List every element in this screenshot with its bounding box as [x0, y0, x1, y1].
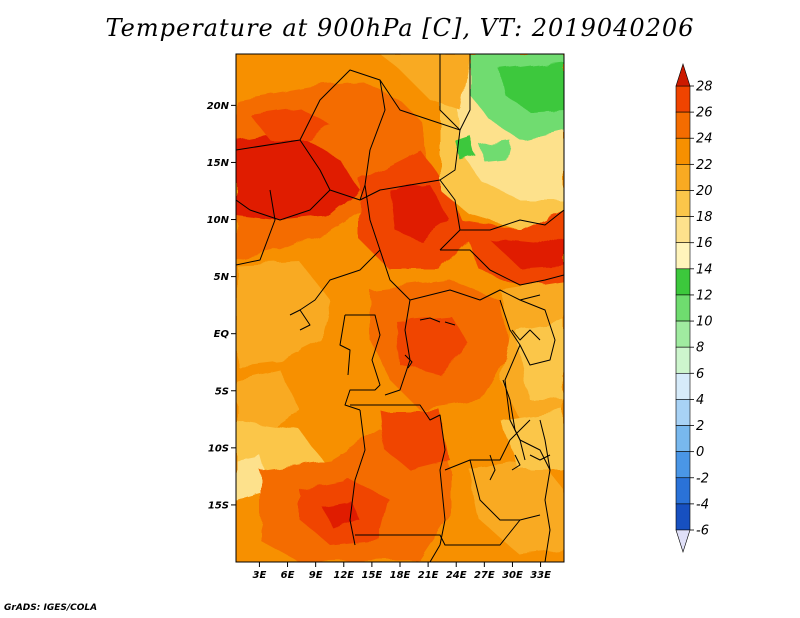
colorbar-label: 4 — [696, 393, 704, 408]
lon-label: 12E — [333, 570, 354, 581]
colorbar-segment — [675, 190, 691, 217]
lat-label: 10N — [207, 215, 230, 226]
colorbar-label: -6 — [696, 524, 709, 539]
colorbar-label: 10 — [696, 315, 713, 330]
lat-label: EQ — [214, 329, 230, 340]
chart-title: Temperature at 900hPa [C], VT: 201904020… — [105, 14, 695, 42]
colorbar-segment — [675, 477, 691, 505]
colorbar-segment — [675, 111, 691, 139]
colorbar-segment — [675, 451, 691, 479]
lon-label: 30E — [502, 570, 523, 581]
lat-label: 15S — [208, 500, 229, 511]
country-borders — [236, 54, 564, 562]
colorbar-segment — [675, 164, 691, 191]
colorbar-segment — [675, 320, 691, 348]
colorbar-label: 22 — [696, 158, 713, 173]
colorbar-label: 26 — [696, 106, 713, 121]
colorbar-label: -4 — [696, 497, 709, 512]
colorbar-under-triangle — [675, 529, 691, 553]
colorbar-segment — [675, 242, 691, 270]
lon-label: 27E — [474, 570, 495, 581]
temperature-field — [236, 54, 564, 562]
lon-label: 24E — [446, 570, 467, 581]
colorbar-segment — [675, 425, 691, 452]
lon-label: 6E — [281, 570, 295, 581]
colorbar-segment — [675, 399, 691, 426]
lat-label: 5N — [214, 272, 230, 283]
colorbar-label: 6 — [696, 367, 704, 382]
lon-label: 9E — [309, 570, 323, 581]
lat-label: 15N — [207, 158, 230, 169]
longitude-axis: 3E 6E 9E 12E 15E 18E 21E 24E 27E 30E 33E — [253, 562, 551, 581]
colorbar-segment — [675, 372, 691, 400]
colorbar-segment — [675, 137, 691, 165]
colorbar-label: 14 — [696, 262, 713, 277]
colorbar-label: 0 — [696, 445, 704, 460]
colorbar-over-triangle — [675, 63, 691, 87]
colorbar-segment — [675, 85, 691, 113]
colorbar-label: -2 — [696, 471, 709, 486]
colorbar-label: 24 — [696, 132, 713, 147]
lon-label: 33E — [530, 570, 551, 581]
colorbar-label: 2 — [696, 419, 704, 434]
colorbar-label: 16 — [696, 236, 713, 251]
lon-label: 15E — [362, 570, 383, 581]
colorbar-label: 8 — [696, 341, 704, 356]
colorbar-label: 12 — [696, 288, 713, 303]
lon-label: 18E — [390, 570, 411, 581]
colorbar-segment — [675, 216, 691, 244]
latitude-axis: 20N 15N 10N 5N EQ 5S 10S 15S — [207, 101, 236, 511]
credit-text: GrADS: IGES/COLA — [4, 603, 98, 613]
lat-label: 10S — [208, 443, 229, 454]
colorbar-label: 18 — [696, 210, 713, 225]
lon-label: 21E — [418, 570, 439, 581]
colorbar-label: 28 — [696, 80, 713, 95]
lon-label: 3E — [253, 570, 267, 581]
colorbar-segment — [675, 503, 691, 531]
lat-label: 20N — [207, 101, 230, 112]
colorbar-segment — [675, 268, 691, 296]
lat-label: 5S — [215, 386, 229, 397]
colorbar-label: 20 — [696, 184, 713, 199]
colorbar-segment — [675, 294, 691, 322]
colorbar-segment — [675, 346, 691, 374]
